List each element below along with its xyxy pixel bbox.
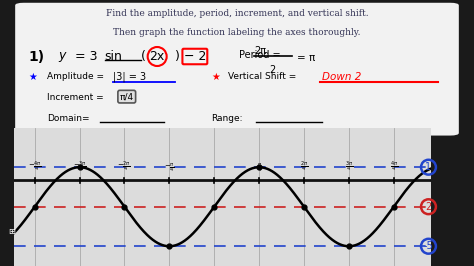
Text: sin: sin [105,50,123,63]
Text: $-\frac{\pi}{4}$: $-\frac{\pi}{4}$ [164,161,175,174]
Text: $-\frac{4\pi}{4}$: $-\frac{4\pi}{4}$ [27,160,42,174]
Text: 1): 1) [28,50,44,64]
Text: Period =: Period = [239,50,281,60]
Text: -5: -5 [424,241,433,251]
Text: 2π: 2π [254,46,266,56]
Text: = 3: = 3 [75,50,97,63]
Text: ★: ★ [211,72,220,82]
Text: Vertical Shift =: Vertical Shift = [228,72,297,81]
FancyBboxPatch shape [15,3,459,136]
Text: Then graph the function labeling the axes thoroughly.: Then graph the function labeling the axe… [113,28,361,37]
Text: $\frac{\pi}{4}$: $\frac{\pi}{4}$ [256,161,262,174]
Text: $y$: $y$ [58,50,68,64]
Text: 2: 2 [425,202,432,212]
Text: $\frac{4\pi}{4}$: $\frac{4\pi}{4}$ [390,160,398,174]
Text: $\frac{3\pi}{4}$: $\frac{3\pi}{4}$ [345,160,353,174]
Text: Range:: Range: [211,114,243,123]
Text: $\frac{2\pi}{4}$: $\frac{2\pi}{4}$ [300,160,308,174]
Text: $-\frac{3\pi}{4}$: $-\frac{3\pi}{4}$ [73,160,87,174]
Text: Amplitude =: Amplitude = [47,72,104,81]
Text: |3| = 3: |3| = 3 [113,72,146,82]
Text: ★: ★ [28,72,36,82]
Text: = π: = π [297,53,315,63]
Text: Find the amplitude, period, increment, and vertical shift.: Find the amplitude, period, increment, a… [106,9,368,18]
Text: $-\frac{2\pi}{4}$: $-\frac{2\pi}{4}$ [118,160,131,174]
Text: − 2: − 2 [184,50,206,63]
Text: 1: 1 [426,162,431,172]
Text: π/4: π/4 [119,92,134,101]
Text: (: ( [141,50,146,63]
Text: Down 2: Down 2 [322,72,362,82]
Text: Domain=: Domain= [47,114,90,123]
Text: Increment =: Increment = [47,93,104,102]
Text: ⊞: ⊞ [9,227,15,236]
Text: ): ) [175,50,180,63]
Text: 2: 2 [269,65,275,75]
Text: 2x: 2x [149,50,165,63]
FancyBboxPatch shape [14,128,431,266]
